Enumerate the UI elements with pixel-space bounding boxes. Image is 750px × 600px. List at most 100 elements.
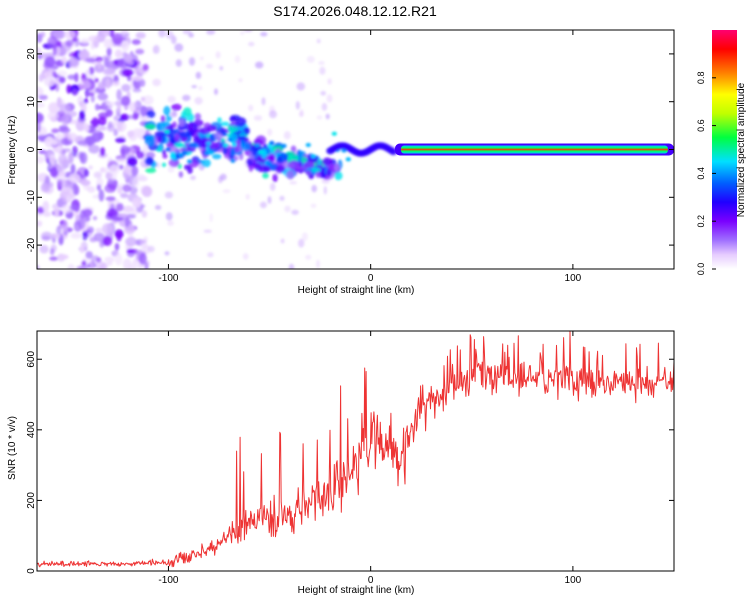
heatmap-cell [269,182,276,191]
heatmap-cell [132,88,142,93]
heatmap-cell [125,237,137,247]
heatmap-cell [206,30,216,35]
heatmap-cell [85,69,90,75]
heatmap-cell [138,252,147,265]
heatmap-cell [160,115,166,123]
heatmap-cell [46,68,55,73]
heatmap-cell [51,128,60,134]
heatmap-cell [280,238,285,244]
heatmap-cell [286,169,295,180]
heatmap-cell [116,120,127,133]
heatmap-cell [38,73,44,82]
heatmap-cell [268,153,276,163]
heatmap-cell [220,138,226,143]
heatmap-cell [142,244,151,255]
heatmap-cell [144,262,149,269]
colorbar-scale [712,30,737,269]
heatmap-cell [288,263,295,269]
heatmap-cell [102,223,114,235]
heatmap-cell [168,158,180,168]
heatmap-cell [242,253,249,260]
heatmap-cell [120,145,130,157]
heatmap-cell [50,166,59,178]
heatmap-cell [86,226,95,234]
heatmap-cell [198,86,203,91]
heatmap-cell [118,164,124,170]
heatmap-cell [132,177,140,189]
heatmap-cell [106,46,112,57]
heatmap-cell [289,181,298,185]
heatmap-cell [316,259,320,269]
heatmap-cell [174,43,184,52]
x-tick-label: 0 [368,575,374,586]
heatmap-cell [49,182,54,188]
heatmap-cell [215,51,221,59]
heatmap-cell [303,161,315,168]
heatmap-cell [135,48,145,55]
heatmap-hotspot [345,157,351,162]
heatmap-cell [310,203,317,208]
heatmap-cell [37,220,43,227]
heatmap-cell [37,120,41,133]
colorbar-tick-label: 0.0 [696,263,706,276]
heatmap-cell [237,136,245,141]
heatmap-cell [56,70,68,77]
y-tick-label: -10 [26,190,37,205]
snr-frame [36,330,675,572]
heatmap-cell [102,236,113,247]
x-tick-label: -100 [158,273,178,284]
heatmap-cell [173,142,185,148]
heatmap-cell [103,38,113,49]
heatmap-hotspot [171,155,177,159]
heatmap-hotspot [178,153,184,158]
heatmap-cell [88,144,100,154]
heatmap-cell [194,113,202,121]
heatmap-cell [111,33,123,45]
heatmap-cell [316,115,323,120]
heatmap-cell [146,110,156,118]
heatmap-cell [85,251,93,259]
heatmap-hotspot [165,147,171,152]
heatmap-cell [161,149,167,155]
heatmap-hotspot [310,154,317,159]
heatmap-cell [59,127,71,134]
heatmap-cell [58,76,66,84]
heatmap-hotspot [331,131,337,136]
heatmap-cell [142,144,149,155]
heatmap-cell [334,163,340,173]
heatmap-cell [87,186,96,193]
heatmap-cell [122,184,132,193]
heatmap-cell [107,121,113,129]
snr-axes: -100 0 100 0 200 400 600 [26,331,674,586]
heatmap-cell [163,105,171,116]
heatmap-cell [87,92,95,97]
heatmap-cell [283,131,291,140]
heatmap-cell [255,61,264,69]
heatmap-cell [259,201,267,209]
heatmap-cell [116,101,122,113]
colorbar-label: Normalized spectral amplitude [736,82,747,217]
heatmap-cell [116,203,124,212]
heatmap-cell [70,232,82,239]
heatmap-cell [88,35,99,42]
heatmap-cell [90,119,102,126]
heatmap-cell [140,96,146,102]
heatmap-cell [61,114,70,126]
heatmap-cell [136,151,145,159]
snr-xlabel: Height of straight line (km) [298,585,415,596]
heatmap-cell [124,53,133,63]
heatmap-cell [145,167,157,173]
heatmap-cell [262,172,269,179]
heatmap-cell [67,110,78,118]
heatmap-cell [38,94,48,101]
heatmap-cell [119,113,130,121]
heatmap-cell [322,157,333,166]
heatmap-cell [40,182,51,193]
heatmap-cell [41,52,48,60]
heatmap-cell [93,232,105,242]
heatmap-cell [121,40,130,52]
heatmap-cell [334,171,343,181]
heatmap-cell [212,153,222,160]
heatmap-hotspot [254,143,260,148]
